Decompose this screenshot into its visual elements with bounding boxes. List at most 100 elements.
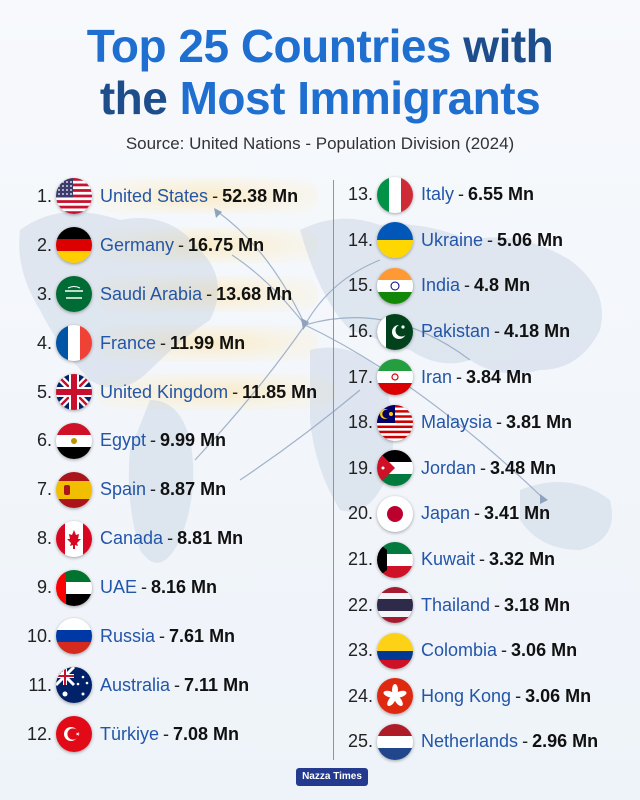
- immigrant-count: 3.06 Mn: [525, 685, 592, 706]
- country-name: Ukraine: [421, 229, 484, 250]
- nl-flag-icon: [377, 723, 413, 760]
- immigrant-count: 3.32 Mn: [489, 549, 556, 570]
- immigrant-count: 2.96 Mn: [532, 731, 599, 752]
- separator-dash: -: [167, 528, 174, 549]
- ranking-column-right: 13. Italy -6.55 Mn 14. Ukraine -5.06 Mn 15. Ind…: [343, 172, 598, 765]
- ae-flag-icon: [56, 569, 92, 606]
- rank-number: 7.: [36, 479, 52, 500]
- title-word-the: the: [99, 72, 168, 124]
- country-row: 13. Italy -6.55 Mn: [343, 172, 598, 218]
- separator-dash: -: [150, 430, 157, 451]
- separator-dash: -: [494, 594, 501, 615]
- page-title: Top 25 Countries with the Most Immigrant…: [0, 20, 640, 124]
- rank-number: 12.: [26, 723, 52, 744]
- country-name: Malaysia: [421, 412, 493, 433]
- rank-number: 8.: [36, 528, 52, 549]
- country-row: 22. Thailand -3.18 Mn: [343, 582, 598, 628]
- country-row: 4. France -11.99 Mn: [22, 319, 318, 368]
- immigrant-count: 3.06 Mn: [511, 640, 578, 661]
- separator-dash: -: [515, 685, 522, 706]
- country-name: Thailand: [421, 594, 491, 615]
- country-row: 10. Russia -7.61 Mn: [22, 612, 317, 661]
- rank-number: 13.: [347, 184, 373, 205]
- country-row: 11. Australia -7.11 Mn: [22, 661, 317, 710]
- immigrant-count: 3.81 Mn: [506, 412, 573, 433]
- rank-number: 17.: [347, 366, 373, 387]
- rank-number: 19.: [347, 457, 373, 478]
- title-word-with: with: [463, 20, 554, 72]
- co-flag-icon: [377, 632, 413, 669]
- separator-dash: -: [456, 366, 463, 387]
- immigrant-count: 4.18 Mn: [504, 321, 571, 342]
- immigrant-count: 7.61 Mn: [169, 625, 236, 646]
- separator-dash: -: [160, 332, 167, 353]
- rank-number: 15.: [347, 275, 373, 296]
- country-row: 14. Ukraine -5.06 Mn: [343, 218, 598, 264]
- rank-number: 1.: [36, 185, 52, 206]
- th-flag-icon: [377, 587, 413, 624]
- rank-number: 16.: [347, 321, 373, 342]
- immigrant-count: 7.08 Mn: [173, 723, 240, 744]
- immigrant-count: 16.75 Mn: [188, 234, 265, 255]
- it-flag-icon: [377, 176, 413, 213]
- immigrant-count: 52.38 Mn: [222, 185, 299, 206]
- immigrant-count: 8.81 Mn: [177, 528, 244, 549]
- country-name: Colombia: [421, 640, 498, 661]
- ca-flag-icon: [56, 520, 92, 557]
- immigrant-count: 6.55 Mn: [468, 184, 535, 205]
- country-row: 25. Netherlands -2.96 Mn: [343, 719, 598, 765]
- immigrant-count: 4.8 Mn: [474, 275, 531, 296]
- column-divider: [333, 180, 334, 760]
- separator-dash: -: [480, 457, 487, 478]
- separator-dash: -: [501, 640, 508, 661]
- source-caption: Source: United Nations - Population Divi…: [125, 134, 515, 153]
- country-name: Hong Kong: [421, 685, 512, 706]
- immigrant-count: 13.68 Mn: [216, 283, 293, 304]
- rank-number: 4.: [36, 332, 52, 353]
- sa-flag-icon: [56, 276, 92, 313]
- country-row: 20. Japan -3.41 Mn: [343, 491, 598, 537]
- separator-dash: -: [496, 412, 503, 433]
- rank-number: 18.: [347, 412, 373, 433]
- rank-number: 6.: [36, 430, 52, 451]
- country-row: 3. Saudi Arabia -13.68 Mn: [22, 270, 318, 319]
- country-name: Pakistan: [421, 321, 491, 342]
- rank-number: 25.: [347, 731, 373, 752]
- immigrant-count: 11.85 Mn: [242, 381, 318, 402]
- separator-dash: -: [159, 625, 166, 646]
- country-name: Iran: [421, 366, 453, 387]
- country-row: 23. Colombia -3.06 Mn: [343, 628, 598, 674]
- country-name: UAE: [100, 577, 138, 598]
- ranking-column-left: 1. United States -52.38 Mn 2. Germany -16.75 …: [22, 172, 336, 759]
- rank-number: 2.: [36, 234, 52, 255]
- rank-number: 23.: [347, 640, 373, 661]
- country-row: 6. Egypt -9.99 Mn: [22, 416, 317, 465]
- rank-number: 5.: [36, 381, 52, 402]
- immigrant-count: 9.99 Mn: [160, 430, 227, 451]
- fr-flag-icon: [56, 325, 92, 362]
- my-flag-icon: [377, 404, 413, 441]
- country-name: Kuwait: [421, 549, 476, 570]
- separator-dash: -: [494, 321, 501, 342]
- rank-number: 24.: [347, 685, 373, 706]
- country-name: Egypt: [100, 430, 147, 451]
- separator-dash: -: [464, 275, 471, 296]
- separator-dash: -: [206, 283, 213, 304]
- title-line-1: Top 25 Countries with: [0, 20, 640, 72]
- rank-number: 21.: [347, 549, 373, 570]
- country-name: Spain: [100, 479, 147, 500]
- country-row: 19. Jordan -3.48 Mn: [343, 446, 598, 492]
- separator-dash: -: [474, 503, 481, 524]
- de-flag-icon: [56, 227, 92, 264]
- country-row: 15. India -4.8 Mn: [343, 263, 598, 309]
- country-name: France: [100, 332, 157, 353]
- country-row: 8. Canada -8.81 Mn: [22, 514, 317, 563]
- country-name: Türkiye: [100, 723, 160, 744]
- country-name: Canada: [100, 528, 164, 549]
- country-row: 16. Pakistan -4.18 Mn: [343, 309, 598, 355]
- country-row: 5. United Kingdom -11.85 Mn: [22, 368, 336, 417]
- us-flag-icon: [56, 178, 92, 215]
- title-line-2: the Most Immigrants: [0, 72, 640, 124]
- country-name: Russia: [100, 625, 156, 646]
- separator-dash: -: [458, 184, 465, 205]
